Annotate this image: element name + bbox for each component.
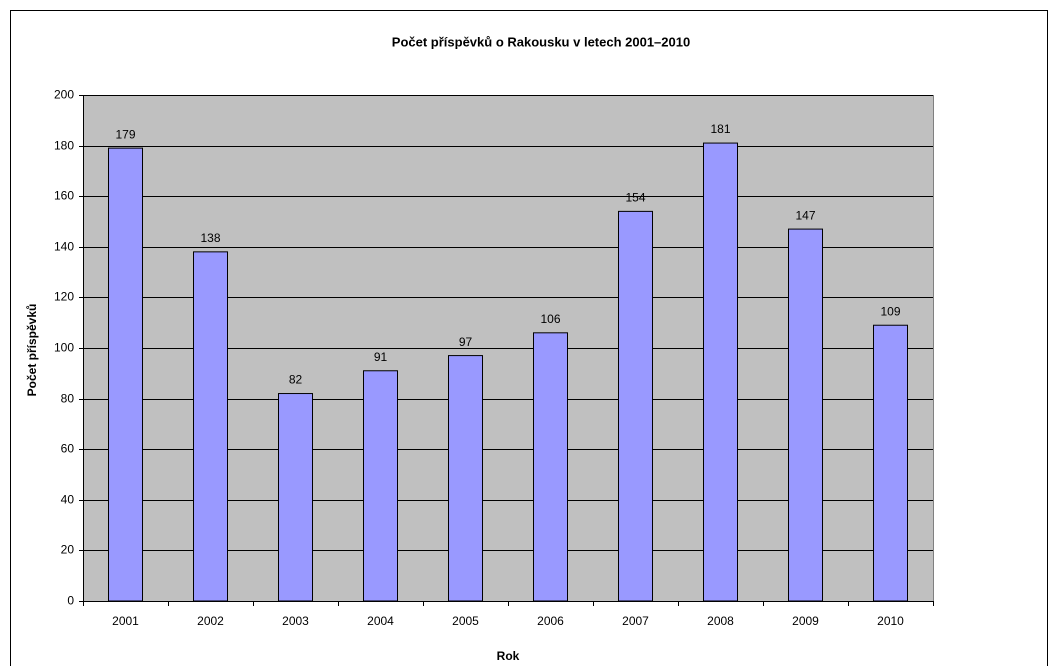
x-tick-label: 2001 bbox=[112, 614, 139, 628]
bar bbox=[618, 210, 653, 602]
data-label: 91 bbox=[374, 350, 388, 364]
data-label: 109 bbox=[880, 304, 900, 318]
data-label: 179 bbox=[115, 127, 135, 141]
x-tick-label: 2008 bbox=[707, 614, 734, 628]
y-tick-label: 60 bbox=[61, 442, 75, 456]
data-label: 147 bbox=[795, 208, 815, 222]
x-axis-label: Rok bbox=[497, 649, 520, 663]
bar bbox=[873, 324, 908, 602]
x-tick-label: 2003 bbox=[282, 614, 309, 628]
y-tick-label: 200 bbox=[54, 88, 74, 102]
y-tick-label: 160 bbox=[54, 189, 74, 203]
y-tick-label: 0 bbox=[67, 594, 74, 608]
bar bbox=[108, 147, 143, 602]
data-label: 154 bbox=[625, 191, 645, 205]
data-label: 106 bbox=[540, 312, 560, 326]
y-axis-label: Počet příspěvků bbox=[25, 304, 39, 397]
y-tick-label: 180 bbox=[54, 139, 74, 153]
chart-title: Počet příspěvků o Rakousku v letech 2001… bbox=[392, 34, 690, 49]
x-tick-label: 2002 bbox=[197, 614, 224, 628]
x-tick-label: 2009 bbox=[792, 614, 819, 628]
y-tick-label: 40 bbox=[61, 493, 75, 507]
data-label: 97 bbox=[459, 335, 473, 349]
y-tick-label: 80 bbox=[61, 392, 75, 406]
y-tick-label: 20 bbox=[61, 543, 75, 557]
x-tick-label: 2006 bbox=[537, 614, 564, 628]
y-tick-label: 120 bbox=[54, 290, 74, 304]
bar bbox=[448, 355, 483, 602]
bar bbox=[363, 370, 398, 602]
x-tick-label: 2007 bbox=[622, 614, 649, 628]
bar bbox=[533, 332, 568, 602]
x-tick-label: 2005 bbox=[452, 614, 479, 628]
y-tick-label: 100 bbox=[54, 341, 74, 355]
bar bbox=[193, 251, 228, 602]
bar bbox=[278, 393, 313, 602]
x-tick-label: 2010 bbox=[877, 614, 904, 628]
bar bbox=[703, 142, 738, 602]
x-tick-label: 2004 bbox=[367, 614, 394, 628]
y-tick-label: 140 bbox=[54, 240, 74, 254]
bar bbox=[788, 228, 823, 602]
data-label: 82 bbox=[289, 373, 303, 387]
data-label: 138 bbox=[200, 231, 220, 245]
data-label: 181 bbox=[710, 122, 730, 136]
